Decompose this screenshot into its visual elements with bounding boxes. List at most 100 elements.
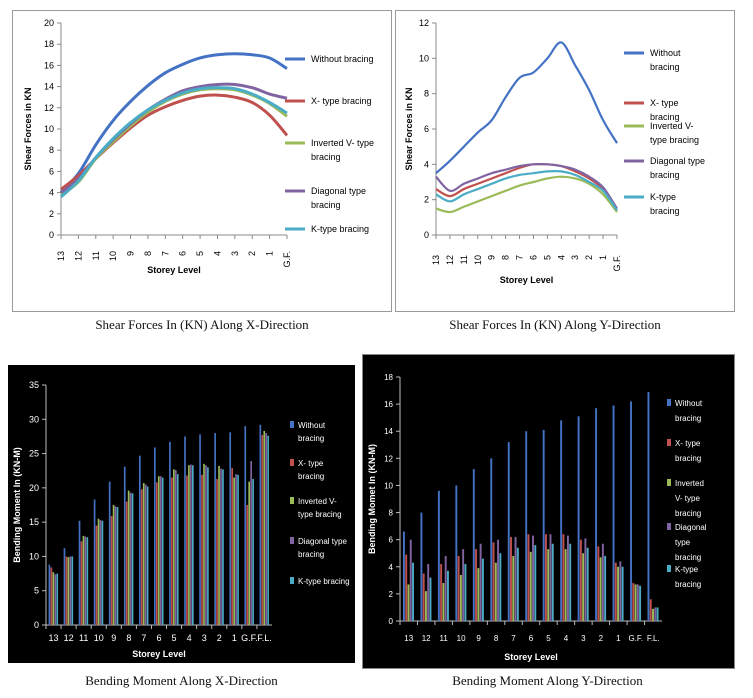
y-tick-label: 12: [44, 103, 54, 113]
y-tick-label: 20: [44, 18, 54, 28]
x-tick-label: 1: [598, 255, 608, 260]
shear-y-chart: 0 2 4 6 8 10 12 Shear Forces in KN Storey Level 1…: [395, 10, 735, 312]
x-tick-label: G.F.: [628, 634, 643, 643]
bar-invv: [142, 483, 145, 625]
bar-invv: [564, 549, 567, 621]
bar-invv: [233, 477, 235, 625]
bar-without: [108, 481, 111, 625]
x-tick-label: 4: [556, 255, 566, 260]
bar-invv: [67, 557, 70, 625]
y-tick-label: 14: [44, 82, 54, 92]
series-line-diag: [60, 82, 288, 194]
legend-swatch-invv: [667, 479, 671, 486]
moment-y-chart: 0 2 4 6 8 10 12 14 16 18 Bending Momet In (KN-M) St…: [362, 354, 735, 669]
bar-diag: [549, 534, 552, 621]
bar-invv: [82, 535, 85, 625]
series-line-diag: [435, 163, 618, 210]
y-tick-label: 5: [34, 586, 39, 596]
series-line-without: [435, 41, 618, 174]
bar-ktype: [499, 553, 502, 621]
bar-diag: [69, 556, 72, 625]
legend-label-xtype: X- type bracing: [675, 439, 701, 463]
bar-invv: [652, 608, 654, 621]
x-tick-label: 6: [178, 251, 188, 256]
bar-ktype: [551, 543, 554, 621]
legend-swatch-xtype: [667, 439, 671, 446]
x-tick-label: 4: [212, 251, 222, 256]
x-axis-label: Storey Level: [132, 649, 186, 659]
bar-diag: [514, 536, 517, 621]
y-tick-label: 20: [29, 483, 39, 493]
bar-without: [63, 548, 66, 625]
bar-ktype: [176, 474, 179, 625]
y-tick-label: 10: [384, 481, 393, 490]
bar-xtype: [125, 501, 128, 625]
legend-label-without: Without bracing: [311, 54, 374, 64]
legend-label-diag: Diagonal type bracing: [650, 156, 705, 180]
bar-diag: [144, 484, 147, 625]
series-line-ktype: [435, 169, 618, 211]
x-tick-label: 5: [546, 634, 551, 643]
y-tick-label: 2: [389, 590, 394, 599]
bar-xtype: [510, 536, 512, 621]
y-tick-label: 4: [389, 563, 394, 572]
bar-diag: [566, 535, 569, 621]
bar-ktype: [516, 547, 519, 621]
series-line-invv: [435, 175, 618, 214]
bar-ktype: [146, 486, 149, 625]
bar-invv: [52, 572, 55, 625]
bar-invv: [547, 549, 550, 621]
x-tick-label: 9: [487, 255, 497, 260]
x-tick-label: 6: [529, 634, 534, 643]
y-tick-label: 2: [424, 195, 429, 205]
bar-without: [437, 490, 440, 621]
x-tick-label: 8: [494, 634, 499, 643]
bar-ktype: [586, 547, 589, 621]
y-tick-label: 12: [384, 454, 393, 463]
series-line-ktype: [59, 86, 288, 198]
y-tick-label: 10: [29, 551, 39, 561]
bar-without: [560, 420, 563, 621]
x-tick-label: 8: [143, 251, 153, 256]
bar-invv: [477, 568, 480, 621]
legend-swatch-without: [667, 399, 671, 406]
y-tick-label: 2: [49, 209, 54, 219]
bar-ktype: [207, 467, 209, 625]
y-tick-label: 8: [424, 89, 429, 99]
bar-without: [169, 441, 171, 625]
x-tick-label: 9: [111, 633, 116, 643]
bar-xtype: [65, 556, 68, 625]
y-axis-label: Bending Moment In (KN-M): [12, 447, 22, 562]
bar-without: [420, 512, 423, 621]
bar-without: [184, 436, 186, 625]
legend-label-xtype: X- type bracing: [311, 96, 372, 106]
legend-label-xtype: X- type bracing: [298, 459, 324, 481]
x-tick-label: F.L.: [257, 633, 272, 643]
y-tick-label: 0: [389, 617, 394, 626]
y-tick-label: 10: [419, 53, 429, 63]
legend-swatch-diag: [290, 537, 294, 544]
bar-invv: [442, 583, 445, 621]
bar-diag: [114, 506, 117, 625]
bar-ktype: [412, 562, 414, 621]
bar-invv: [218, 465, 220, 625]
bar-without: [48, 564, 51, 625]
bar-diag: [601, 543, 604, 621]
x-tick-label: 2: [247, 251, 257, 256]
bar-invv: [617, 566, 620, 621]
bar-ktype: [86, 537, 89, 625]
bar-invv: [112, 505, 115, 625]
bar-diag: [235, 474, 237, 625]
y-tick-label: 16: [44, 60, 54, 70]
x-tick-label: 12: [73, 251, 83, 261]
bar-diag: [444, 555, 447, 621]
y-tick-label: 30: [29, 414, 39, 424]
bar-ktype: [222, 469, 224, 625]
bar-without: [490, 458, 493, 621]
x-tick-label: 7: [160, 251, 170, 256]
bar-ktype: [429, 577, 432, 621]
bar-without: [507, 442, 510, 621]
bar-ktype: [161, 477, 164, 625]
y-tick-label: 6: [389, 536, 394, 545]
